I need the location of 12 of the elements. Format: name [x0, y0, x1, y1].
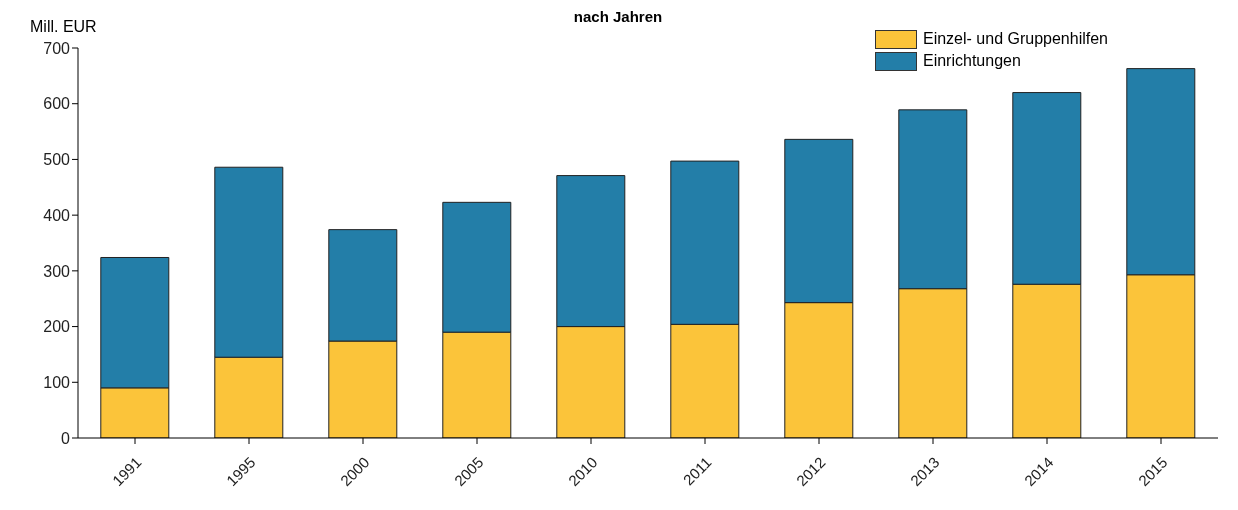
y-tick-label: 600: [43, 95, 71, 113]
chart-title: nach Jahren: [573, 8, 663, 25]
y-tick-label: 700: [43, 39, 71, 57]
y-tick-label: 200: [43, 318, 71, 336]
y-tick-label: 100: [43, 373, 71, 391]
y-tick-label: 0: [61, 429, 71, 447]
y-tick-label: 400: [43, 206, 71, 224]
y-tick-label: 300: [43, 262, 71, 280]
y-tick-label: 500: [43, 151, 71, 169]
legend-label: Einzel- und Gruppenhilfen: [922, 29, 1108, 49]
y-axis-title: Mill. EUR: [30, 18, 97, 36]
legend-label: Einrichtungen: [922, 51, 1021, 71]
